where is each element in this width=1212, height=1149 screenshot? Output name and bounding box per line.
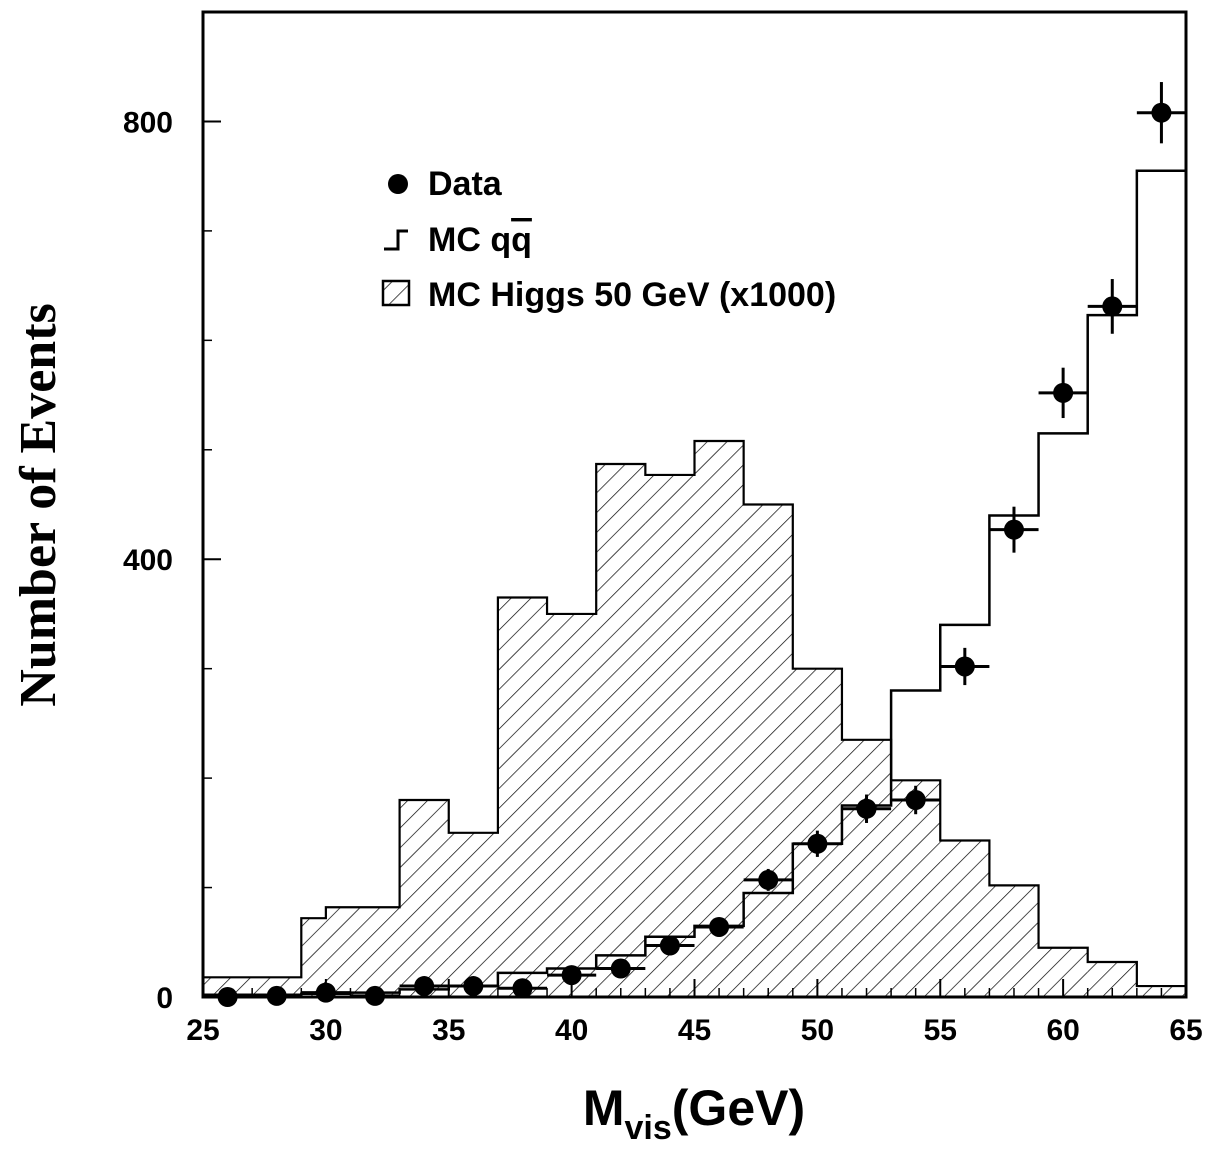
data-point: [891, 785, 941, 815]
legend-label: MC qq: [428, 221, 532, 259]
data-point: [399, 976, 449, 997]
higgs-bar: [940, 840, 990, 997]
legend-hatch-icon: [381, 279, 411, 307]
legend-label-text: MC q: [428, 221, 511, 259]
legend: Data MC qq MC Higgs 50 GeV (x1000): [381, 165, 836, 314]
data-marker: [1053, 382, 1074, 403]
data-point: [1136, 82, 1186, 144]
legend-label: MC Higgs 50 GeV (x1000): [428, 276, 836, 314]
higgs-bar: [399, 800, 449, 997]
data-marker: [709, 916, 730, 937]
data-marker: [954, 656, 975, 677]
y-tick-label: 800: [123, 106, 173, 139]
data-point: [940, 647, 990, 686]
higgs-bar: [891, 780, 941, 997]
higgs-bar: [989, 885, 1039, 997]
data-marker: [807, 833, 828, 854]
data-marker: [463, 976, 484, 997]
data-marker: [1151, 102, 1172, 123]
x-tick-label: 25: [186, 1014, 219, 1047]
x-tick-label: 40: [555, 1014, 588, 1047]
legend-label-overbar: q: [511, 221, 532, 259]
x-tick-label: 45: [678, 1014, 711, 1047]
data-marker: [758, 869, 779, 890]
data-point: [743, 868, 793, 891]
higgs-bar: [841, 739, 892, 997]
legend-item-mc_qq: MC qq: [384, 221, 532, 259]
higgs-bar: [448, 832, 498, 997]
x-tick-label: 55: [924, 1014, 957, 1047]
data-point: [448, 976, 498, 997]
legend-data-icon: [388, 174, 408, 194]
data-point: [841, 794, 892, 823]
data-marker: [856, 798, 877, 819]
data-marker: [659, 935, 680, 956]
data-point: [1038, 367, 1088, 419]
x-tick-label: 30: [309, 1014, 342, 1047]
data-point: [547, 965, 597, 986]
data-marker: [561, 965, 582, 986]
legend-label-text: MC Higgs 50 GeV (x1000): [428, 276, 836, 314]
higgs-bar: [694, 441, 744, 997]
legend-item-mc_higgs: MC Higgs 50 GeV (x1000): [381, 276, 836, 314]
data-point: [694, 916, 744, 937]
y-axis-label: Number of Events: [10, 303, 67, 706]
data-point: [596, 958, 646, 979]
higgs-bar: [645, 474, 695, 997]
x-tick-label: 35: [432, 1014, 465, 1047]
higgs-bar: [596, 464, 646, 997]
legend-label: Data: [428, 165, 503, 203]
higgs-bar: [325, 907, 400, 997]
legend-item-data: Data: [388, 165, 503, 203]
data-point: [989, 506, 1039, 553]
data-point: [645, 935, 695, 956]
higgs-outline: [201, 439, 1188, 997]
plot-area: [201, 82, 1188, 1007]
legend-step-icon: [384, 229, 408, 251]
higgs-bar: [497, 597, 548, 997]
y-tick-label: 0: [156, 982, 173, 1015]
data-marker: [1102, 296, 1123, 317]
x-axis-label: Mvis(GeV): [583, 1080, 805, 1147]
data-marker: [905, 790, 926, 810]
x-tick-label: 50: [801, 1014, 834, 1047]
x-axis-label-main: M: [583, 1080, 625, 1136]
axes: 25 30 35 40 45 50 55 60 65 0 400 800: [123, 10, 1203, 1047]
x-axis-label-sub: vis: [625, 1109, 672, 1147]
x-axis-label-unit: (GeV): [672, 1080, 805, 1136]
higgs-bar: [547, 613, 597, 997]
data-point: [1087, 279, 1137, 334]
higgs-bar: [743, 504, 793, 997]
data-marker: [414, 976, 435, 997]
x-tick-label: 65: [1169, 1014, 1202, 1047]
x-tick-label: 60: [1046, 1014, 1079, 1047]
legend-label-text: Data: [428, 165, 503, 203]
y-tick-label: 400: [123, 544, 173, 577]
data-marker: [610, 958, 631, 979]
data-point: [792, 830, 842, 857]
axis-labels: Number of Events Mvis(GeV): [10, 303, 805, 1147]
data-marker: [1003, 519, 1024, 540]
